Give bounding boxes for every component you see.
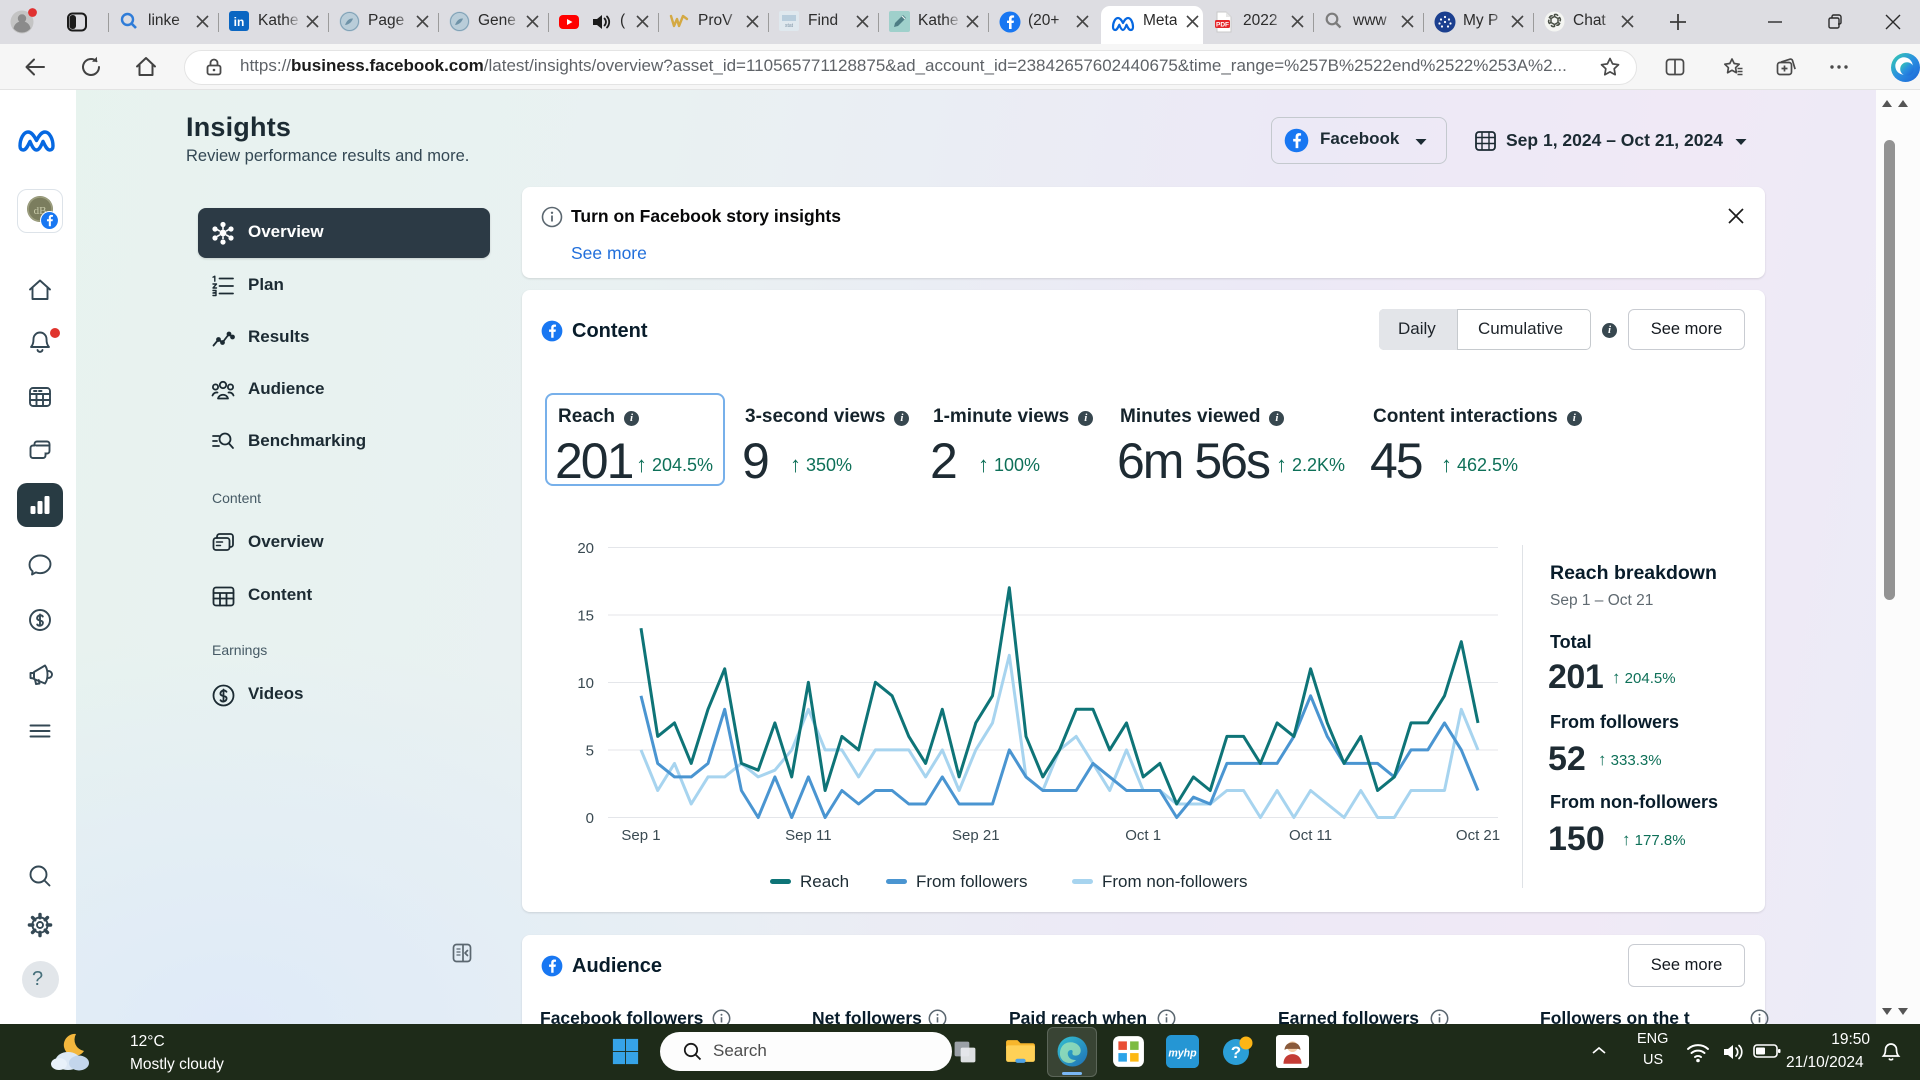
svg-text:myhp: myhp <box>1168 1047 1197 1059</box>
svg-text:stat: stat <box>785 23 794 29</box>
svg-text:15: 15 <box>577 608 594 625</box>
svg-text:Oct 11: Oct 11 <box>1289 827 1332 844</box>
svg-text:20: 20 <box>577 540 594 557</box>
svg-text:Sep 21: Sep 21 <box>952 827 1000 844</box>
svg-text:10: 10 <box>577 675 594 692</box>
svg-text:Sep 1: Sep 1 <box>621 827 660 844</box>
svg-text:PDF: PDF <box>1216 22 1229 29</box>
svg-text:0: 0 <box>586 810 594 827</box>
svg-text:Oct 1: Oct 1 <box>1125 827 1161 844</box>
svg-text:Sep 11: Sep 11 <box>785 827 831 844</box>
svg-text:Oct 21: Oct 21 <box>1456 827 1500 844</box>
svg-text:5: 5 <box>586 743 594 760</box>
svg-text:?: ? <box>1231 1043 1241 1062</box>
svg-text:in: in <box>234 15 245 29</box>
